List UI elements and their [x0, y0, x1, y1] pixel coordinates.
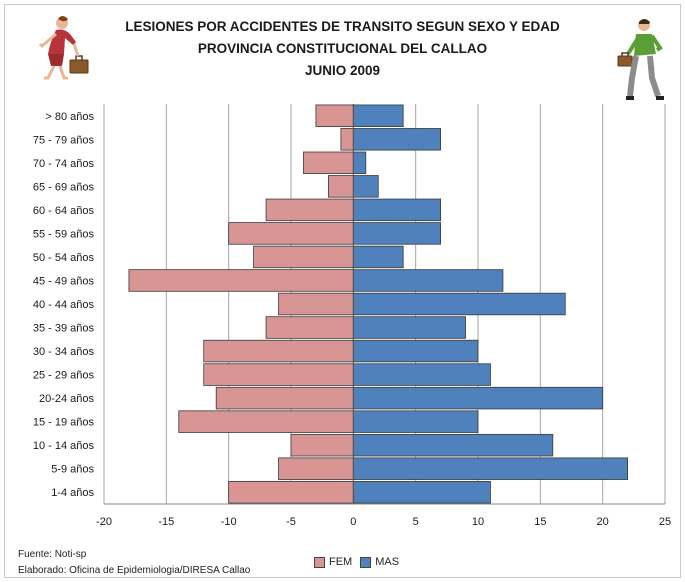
legend-item-fem: FEM — [314, 556, 352, 568]
chart-title-line-2: PROVINCIA CONSTITUCIONAL DEL CALLAO — [197, 41, 488, 56]
bar-mas-15 — [352, 457, 629, 480]
bar-mas-13 — [352, 410, 479, 433]
bar-mas-4 — [352, 198, 442, 222]
x-tick-label: 25 — [659, 516, 671, 528]
bar-mas-5 — [352, 222, 442, 245]
x-tick-label: 5 — [413, 516, 419, 528]
legend-swatch-fem — [314, 556, 325, 568]
bar-fem-10 — [203, 339, 354, 363]
prepared-by-note: Elaborado: Oficina de Epidemiologia/DIRE… — [18, 565, 251, 576]
category-label: 50 - 54 años — [33, 252, 95, 264]
x-tick-label: -15 — [158, 516, 174, 528]
bar-fem-9 — [265, 316, 354, 339]
bar-mas-16 — [352, 481, 491, 504]
bar-mas-11 — [352, 363, 491, 386]
category-label: 40 - 44 años — [33, 299, 95, 311]
x-tick-label: 10 — [472, 516, 484, 528]
legend-label-fem: FEM — [329, 556, 353, 568]
bar-fem-4 — [265, 198, 354, 222]
category-label: 15 - 19 años — [33, 417, 95, 429]
bar-mas-3 — [352, 175, 379, 198]
x-tick-label: 20 — [597, 516, 609, 528]
category-label: 45 - 49 años — [33, 275, 95, 287]
x-tick-label: -20 — [96, 516, 112, 528]
category-label: 60 - 64 años — [33, 205, 95, 217]
legend-label-mas: MAS — [375, 556, 400, 568]
chart-title-line-3: JUNIO 2009 — [304, 63, 381, 78]
bar-fem-7 — [128, 269, 354, 292]
source-note: Fuente: Noti-sp — [18, 549, 87, 560]
bar-fem-6 — [253, 245, 354, 269]
category-label: 1-4 años — [51, 487, 94, 499]
bar-fem-11 — [203, 363, 354, 386]
category-label: 70 - 74 años — [33, 158, 95, 170]
legend-swatch-mas — [360, 556, 372, 568]
category-label: 10 - 14 años — [33, 440, 95, 452]
man-walking-with-briefcase-icon — [617, 19, 664, 100]
bar-mas-2 — [352, 151, 367, 175]
category-label: 65 - 69 años — [33, 181, 95, 193]
category-label: 55 - 59 años — [33, 228, 95, 240]
category-label: 75 - 79 años — [33, 134, 95, 146]
bar-fem-3 — [327, 175, 354, 198]
category-label: 35 - 39 años — [33, 323, 95, 335]
x-tick-label: 15 — [534, 516, 546, 528]
bar-mas-0 — [352, 104, 404, 127]
bar-mas-9 — [352, 316, 466, 339]
category-label: 20-24 años — [39, 393, 95, 405]
bar-fem-2 — [303, 151, 354, 175]
bar-mas-1 — [352, 128, 442, 151]
bar-mas-7 — [352, 269, 504, 292]
bar-fem-8 — [278, 292, 354, 316]
bar-mas-6 — [352, 245, 404, 269]
chart-title-line-1: LESIONES POR ACCIDENTES DE TRANSITO SEGU… — [125, 19, 560, 34]
bar-fem-12 — [215, 386, 354, 410]
x-tick-label: 0 — [350, 516, 356, 528]
bar-fem-0 — [315, 104, 354, 127]
legend-item-mas: MAS — [360, 556, 399, 568]
x-tick-label: -5 — [286, 516, 296, 528]
bar-fem-5 — [228, 222, 354, 245]
woman-walking-with-briefcase-icon — [38, 16, 89, 80]
bar-fem-15 — [278, 457, 354, 480]
bar-fem-16 — [228, 481, 354, 504]
bar-mas-14 — [352, 433, 554, 457]
category-label: > 80 años — [45, 111, 94, 123]
category-label: 5-9 años — [51, 464, 94, 476]
bar-mas-12 — [352, 386, 604, 410]
legend: FEM MAS — [314, 556, 407, 568]
category-label: 25 - 29 años — [33, 370, 95, 382]
bar-mas-8 — [352, 292, 566, 316]
bar-fem-1 — [340, 128, 354, 151]
x-tick-label: -10 — [221, 516, 237, 528]
category-label: 30 - 34 años — [33, 346, 95, 358]
bar-fem-13 — [178, 410, 354, 433]
bar-mas-10 — [352, 339, 479, 363]
bar-fem-14 — [290, 433, 354, 457]
